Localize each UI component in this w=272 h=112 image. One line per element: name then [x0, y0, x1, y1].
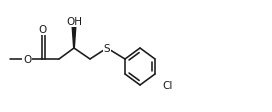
Text: O: O — [23, 55, 31, 64]
Text: OH: OH — [66, 17, 82, 27]
Text: S: S — [104, 44, 110, 54]
Polygon shape — [72, 22, 76, 49]
Text: O: O — [38, 25, 46, 35]
Text: Cl: Cl — [162, 80, 172, 90]
